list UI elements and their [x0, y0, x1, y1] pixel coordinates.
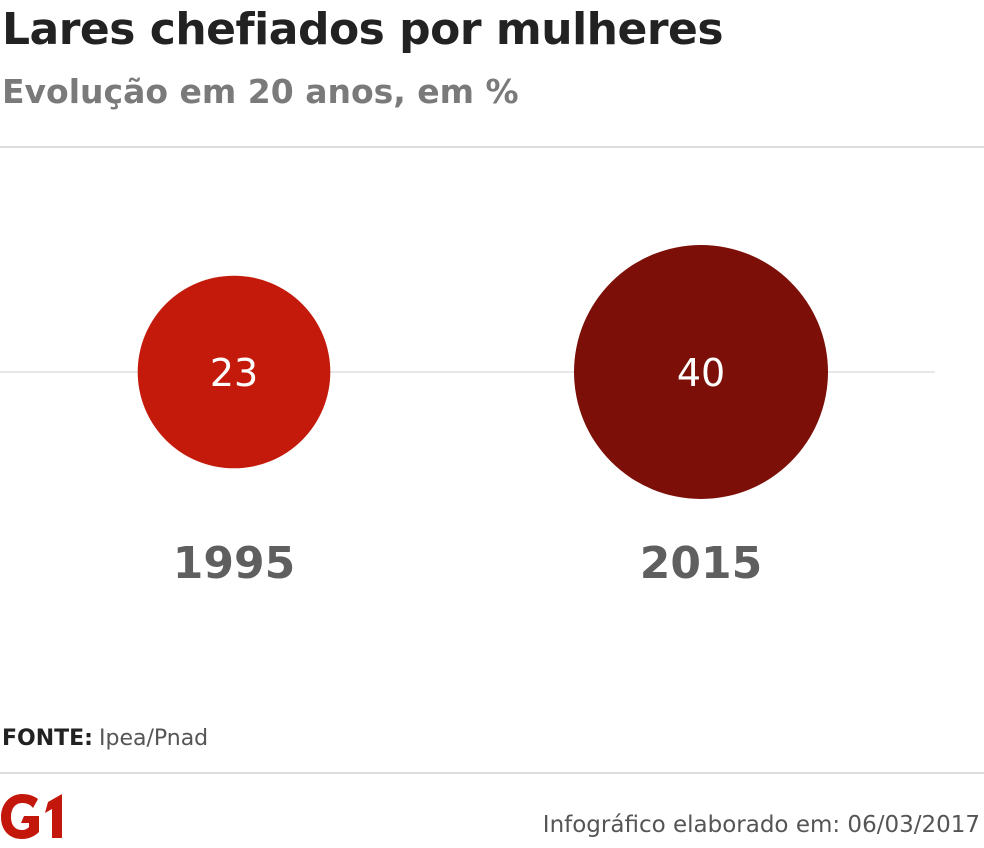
chart-subtitle: Evolução em 20 anos, em % [2, 72, 519, 111]
source-label: FONTE: [2, 726, 93, 751]
g1-logo-1 [45, 794, 62, 838]
value-label-2015: 40 [677, 351, 725, 395]
bubble-1995 [137, 275, 331, 469]
category-label-1995: 1995 [173, 538, 295, 589]
category-label-2015: 2015 [640, 538, 762, 589]
g1-logo-g [1, 794, 39, 839]
source-value: Ipea/Pnad [98, 726, 209, 751]
footer-divider [0, 772, 984, 774]
bubble-2015 [574, 245, 828, 499]
g1-logo [1, 794, 62, 839]
bubble-chart: 23 1995 40 2015 [0, 245, 935, 589]
source-note: FONTE: Ipea/Pnad [2, 726, 208, 751]
value-label-1995: 23 [210, 351, 258, 395]
chart-title: Lares chefiados por mulheres [2, 4, 724, 55]
credit-note: Infográfico elaborado em: 06/03/2017 [542, 812, 980, 838]
header-divider [0, 146, 984, 148]
